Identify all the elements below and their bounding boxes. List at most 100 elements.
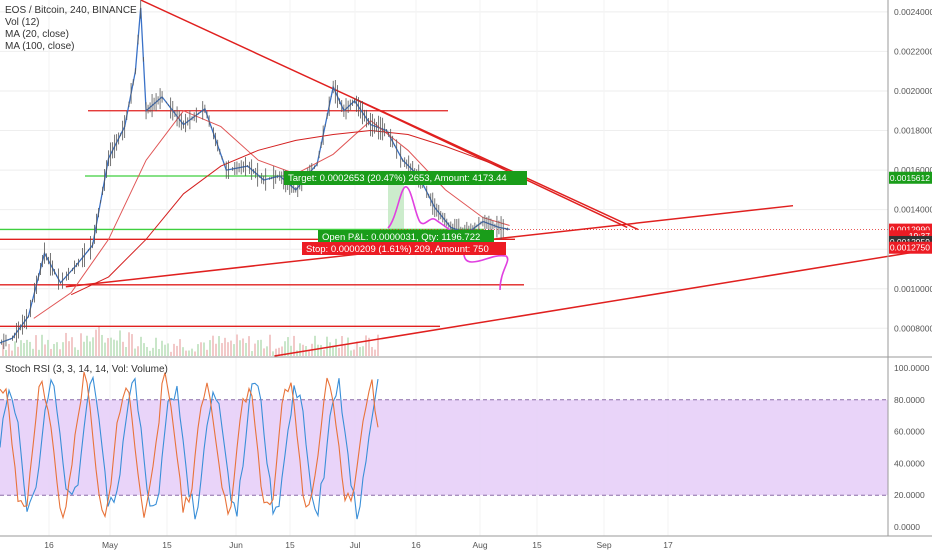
volume-bar xyxy=(215,343,217,356)
stoch-tick-label: 80.0000 xyxy=(894,395,925,405)
volume-bar xyxy=(41,334,43,356)
price-tag-label: 0.0015612 xyxy=(890,173,930,183)
volume-bar xyxy=(158,349,160,356)
volume-bar xyxy=(188,350,190,356)
stoch-rsi-band xyxy=(0,399,888,496)
volume-bar xyxy=(284,341,286,356)
time-tick-label: Jul xyxy=(350,540,361,550)
volume-bar xyxy=(197,344,199,356)
time-tick-label: 15 xyxy=(162,540,172,550)
price-tick-label: 0.0008000 xyxy=(894,323,932,333)
volume-bar xyxy=(179,339,181,356)
volume-bar xyxy=(68,341,70,356)
volume-bar xyxy=(140,336,142,356)
volume-bar xyxy=(374,349,376,356)
volume-bar xyxy=(20,340,22,356)
time-axis-ticks: 16 May 15 Jun 15 Jul 16 Aug 15 Sep 17 xyxy=(44,540,673,550)
volume-bar xyxy=(203,342,205,356)
volume-bar xyxy=(275,348,277,356)
volume-bar xyxy=(143,343,145,356)
volume-bar xyxy=(29,341,31,356)
target-box[interactable]: Target: 0.0002653 (20.47%) 2653, Amount:… xyxy=(284,171,527,185)
volume-bar xyxy=(368,337,370,356)
time-tick-label: Jun xyxy=(229,540,243,550)
volume-bar xyxy=(137,346,139,356)
volume-bar xyxy=(314,335,316,356)
volume-bar xyxy=(248,336,250,356)
volume-bar xyxy=(212,335,214,356)
volume-bar xyxy=(293,335,295,356)
price-tick-label: 0.0020000 xyxy=(894,86,932,96)
volume-bar xyxy=(218,336,220,356)
target-label: Target: 0.0002653 (20.47%) 2653, Amount:… xyxy=(288,173,507,184)
volume-bar xyxy=(230,340,232,356)
target-zone xyxy=(388,180,404,230)
volume-bar xyxy=(350,350,352,356)
price-tag-label: 0.0012750 xyxy=(890,243,930,253)
volume-bars xyxy=(2,326,379,356)
symbol-title: EOS / Bitcoin, 240, BINANCE xyxy=(5,5,137,16)
volume-bar xyxy=(338,347,340,356)
legend-ma100: MA (100, close) xyxy=(5,41,75,52)
volume-bar xyxy=(269,334,271,356)
volume-bar xyxy=(236,334,238,356)
stoch-tick-label: 0.0000 xyxy=(894,522,920,532)
volume-bar xyxy=(26,339,28,356)
volume-bar xyxy=(287,337,289,356)
volume-bar xyxy=(44,344,46,356)
legend-vol: Vol (12) xyxy=(5,17,40,28)
price-tick-label: 0.0016000 xyxy=(894,165,932,175)
time-tick-label: 17 xyxy=(663,540,673,550)
time-tick-label: 15 xyxy=(285,540,295,550)
volume-bar xyxy=(251,351,253,356)
volume-bar xyxy=(245,342,247,356)
volume-bar xyxy=(122,341,124,356)
volume-bar xyxy=(23,343,25,356)
volume-bar xyxy=(176,345,178,356)
volume-bar xyxy=(128,332,130,356)
price-tag-bg xyxy=(889,241,932,254)
volume-bar xyxy=(113,339,115,356)
stoch-axis-ticks: 100.0000 80.0000 60.0000 40.0000 20.0000 0.00… xyxy=(894,363,930,532)
volume-bar xyxy=(38,349,40,356)
volume-bar xyxy=(146,346,148,356)
volume-bar xyxy=(308,350,310,356)
volume-bar xyxy=(74,347,76,356)
volume-bar xyxy=(353,349,355,356)
volume-bar xyxy=(377,334,379,356)
volume-bar xyxy=(347,337,349,356)
open-pnl-box[interactable]: Open P&L: 0.0000031, Qty: 1196.722 xyxy=(318,230,494,243)
volume-bar xyxy=(32,348,34,356)
volume-bar xyxy=(317,344,319,356)
volume-bar xyxy=(77,349,79,356)
stop-label: Stop: 0.0000209 (1.61%) 209, Amount: 750 xyxy=(306,244,489,255)
volume-bar xyxy=(290,345,292,356)
open-pnl-label: Open P&L: 0.0000031, Qty: 1196.722 xyxy=(322,232,480,243)
volume-bar xyxy=(155,337,157,356)
volume-bar xyxy=(362,346,364,356)
price-tick-label: 0.0018000 xyxy=(894,126,932,136)
volume-bar xyxy=(254,343,256,356)
time-tick-label: 15 xyxy=(532,540,542,550)
stoch-tick-label: 100.0000 xyxy=(894,363,930,373)
volume-bar xyxy=(17,346,19,356)
volume-bar xyxy=(89,341,91,356)
stoch-rsi-lines xyxy=(0,371,379,520)
volume-bar xyxy=(185,350,187,356)
volume-bar xyxy=(62,342,64,356)
volume-bar xyxy=(260,339,262,356)
volume-bar xyxy=(233,344,235,356)
volume-bar xyxy=(53,343,55,356)
volume-bar xyxy=(173,343,175,356)
volume-bar xyxy=(98,326,100,356)
volume-bar xyxy=(266,346,268,356)
volume-bar xyxy=(326,336,328,356)
stop-box[interactable]: Stop: 0.0000209 (1.61%) 209, Amount: 750 xyxy=(302,242,506,255)
series-line xyxy=(70,129,510,296)
volume-bar xyxy=(65,332,67,356)
volume-bar xyxy=(221,343,223,356)
volume-bar xyxy=(320,344,322,356)
trendline xyxy=(274,248,932,357)
volume-bar xyxy=(206,349,208,356)
